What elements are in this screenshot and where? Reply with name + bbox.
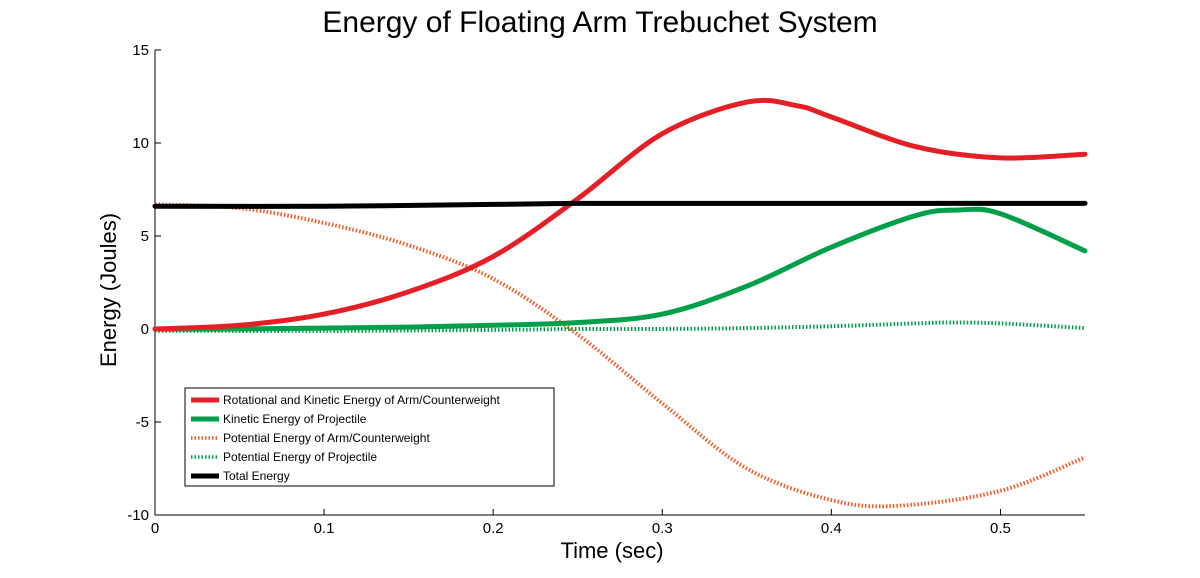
y-tick-label: 5 [141,228,149,245]
x-axis-label: Time (sec) [560,538,663,563]
x-tick-label: 0 [151,520,159,537]
x-tick-label: 0.1 [314,520,335,537]
legend-box [184,387,555,487]
x-tick-label: 0.2 [483,520,504,537]
series-line-potential-energy-of-projectile [154,320,1086,333]
legend-label: Potential Energy of Arm/Counterweight [223,431,430,445]
series-line-rotational-and-kinetic-energy-of-arm-counterweight [152,97,1088,332]
y-tick-label: 15 [132,42,149,59]
legend-label: Potential Energy of Projectile [223,450,377,464]
y-tick-label: 10 [132,135,149,152]
chart-title: Energy of Floating Arm Trebuchet System [322,6,877,39]
y-tick-label: 0 [141,321,149,338]
legend-label: Rotational and Kinetic Energy of Arm/Cou… [223,393,500,407]
x-tick-label: 0.5 [990,520,1011,537]
legend: Rotational and Kinetic Energy of Arm/Cou… [184,387,555,487]
plot-lines [152,97,1088,509]
y-axis-label: Energy (Joules) [96,213,121,367]
series-line-potential-energy-of-arm-counterweight [154,202,1086,509]
x-tick-label: 0.3 [652,520,673,537]
x-tick-label: 0.4 [821,520,842,537]
series-line-total-energy [152,200,1088,209]
legend-label: Kinetic Energy of Projectile [223,412,367,426]
y-tick-label: -5 [136,414,149,431]
series-line-kinetic-energy-of-projectile [152,206,1088,332]
legend-label: Total Energy [223,469,290,483]
y-tick-label: -10 [127,507,149,524]
